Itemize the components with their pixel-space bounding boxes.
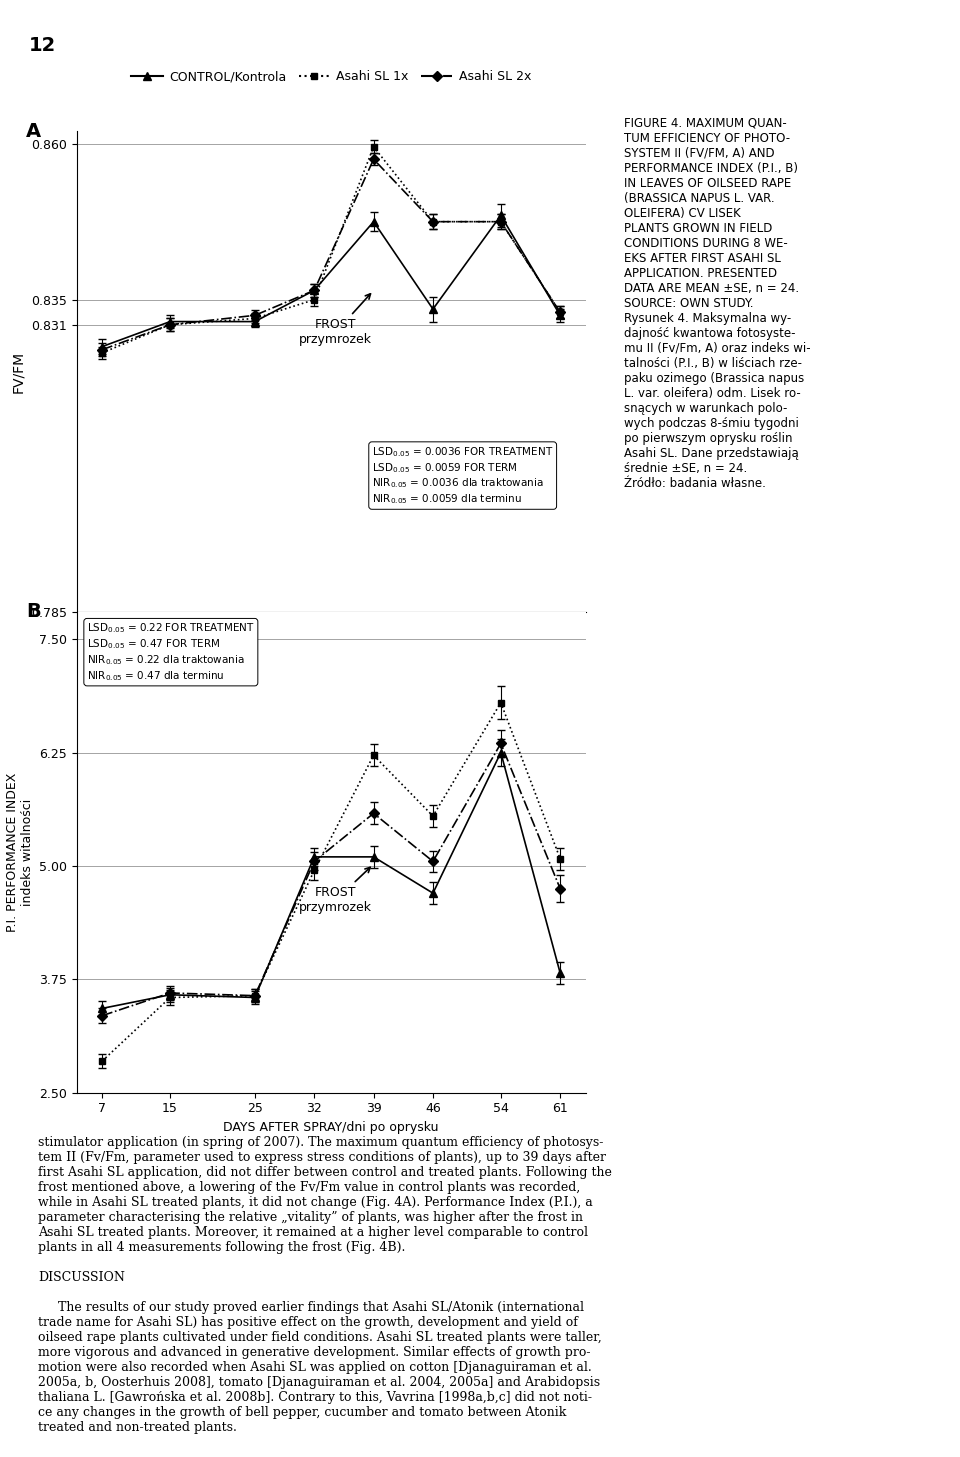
Text: A: A [26, 121, 41, 140]
X-axis label: DAYS AFTER SPRAY/dni po oprysku: DAYS AFTER SPRAY/dni po oprysku [224, 1120, 439, 1134]
Legend: CONTROL/Kontrola, Asahi SL 1x, Asahi SL 2x: CONTROL/Kontrola, Asahi SL 1x, Asahi SL … [127, 66, 536, 89]
Text: 12: 12 [29, 36, 56, 55]
Text: LSD$_{0.05}$ = 0.22 FOR TREATMENT
LSD$_{0.05}$ = 0.47 FOR TERM
NIR$_{0.05}$ = 0.: LSD$_{0.05}$ = 0.22 FOR TREATMENT LSD$_{… [87, 622, 254, 683]
Text: LSD$_{0.05}$ = 0.0036 FOR TREATMENT
LSD$_{0.05}$ = 0.0059 FOR TERM
NIR$_{0.05}$ : LSD$_{0.05}$ = 0.0036 FOR TREATMENT LSD$… [372, 444, 554, 506]
Text: FROST
przymrozek: FROST przymrozek [299, 867, 372, 915]
Text: B: B [26, 602, 40, 621]
Text: FROST
przymrozek: FROST przymrozek [299, 294, 372, 347]
Y-axis label: P.I. PERFORMANCE INDEX
indeks witalności: P.I. PERFORMANCE INDEX indeks witalności [6, 772, 34, 932]
Text: FIGURE 4. MAXIMUM QUAN-
TUM EFFICIENCY OF PHOTO-
SYSTEM II (FV/FM, A) AND
PERFOR: FIGURE 4. MAXIMUM QUAN- TUM EFFICIENCY O… [624, 117, 810, 490]
Y-axis label: FV/FM: FV/FM [12, 351, 26, 392]
Text: stimulator application (in spring of 2007). The maximum quantum efficiency of ph: stimulator application (in spring of 200… [38, 1136, 612, 1435]
